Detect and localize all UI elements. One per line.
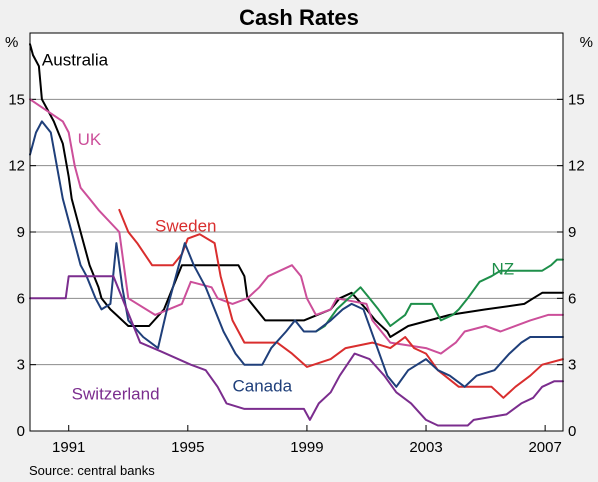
x-tick-label-2003: 2003 xyxy=(409,439,442,456)
series-line-switzerland xyxy=(29,275,564,427)
y-tick-label-right-3: 3 xyxy=(568,357,576,374)
y-tick-label-left-9: 9 xyxy=(17,224,25,241)
y-tick-label-left-6: 6 xyxy=(17,290,25,307)
y-tick-label-left-12: 12 xyxy=(8,158,25,175)
series-label-uk: UK xyxy=(78,130,102,149)
plot-frame-border xyxy=(29,32,564,432)
series-labels: Australia UK Sweden NZ Canada Switzerland xyxy=(42,51,514,404)
chart-title: Cash Rates xyxy=(239,5,359,30)
y-tick-label-right-12: 12 xyxy=(568,158,585,175)
series-label-australia: Australia xyxy=(42,51,109,70)
series-label-sweden: Sweden xyxy=(155,216,216,235)
x-axis: 1991 1995 1999 2003 2007 xyxy=(52,425,562,456)
series-line-australia xyxy=(29,43,564,338)
series-label-switzerland: Switzerland xyxy=(72,384,160,403)
series-line-canada xyxy=(29,120,564,388)
left-axis-unit: % xyxy=(5,34,18,51)
y-tick-label-right-0: 0 xyxy=(568,423,576,440)
source-note: Source: central banks xyxy=(29,463,155,478)
x-tick-label-1999: 1999 xyxy=(290,439,323,456)
y-tick-label-right-6: 6 xyxy=(568,290,576,307)
y-tick-label-left-15: 15 xyxy=(8,91,25,108)
series-line-uk xyxy=(29,98,564,355)
y-axis-right: 0 3 6 9 12 15 xyxy=(557,91,585,440)
x-tick-label-1991: 1991 xyxy=(52,439,85,456)
series-lines xyxy=(29,43,564,427)
y-tick-label-right-9: 9 xyxy=(568,224,576,241)
y-tick-label-left-3: 3 xyxy=(17,357,25,374)
x-tick-label-1995: 1995 xyxy=(171,439,204,456)
y-tick-label-right-15: 15 xyxy=(568,91,585,108)
y-tick-label-left-0: 0 xyxy=(17,423,25,440)
series-label-canada: Canada xyxy=(232,377,292,396)
x-tick-label-2007: 2007 xyxy=(528,439,561,456)
right-axis-unit: % xyxy=(580,34,593,51)
series-line-nz xyxy=(314,258,564,333)
series-label-nz: NZ xyxy=(492,259,515,278)
